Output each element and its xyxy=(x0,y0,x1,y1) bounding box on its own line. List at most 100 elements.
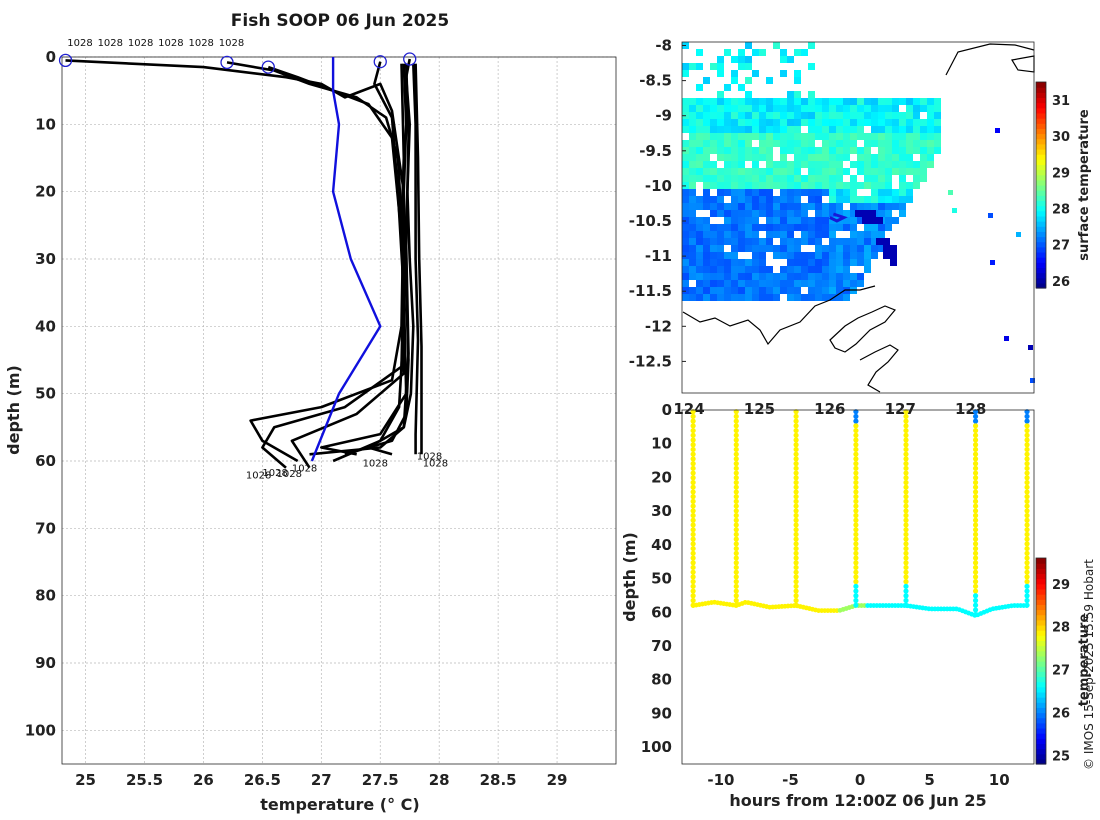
map-sst-cell-1233 xyxy=(766,273,773,280)
map-sst-cell-932 xyxy=(731,217,738,224)
map-sst-cell-448 xyxy=(710,126,717,133)
map-sst-cell-483 xyxy=(696,133,703,140)
map-sst-cell-938 xyxy=(773,217,780,224)
map-sst-cell-1151 xyxy=(710,259,717,266)
section-cast-6-dot-243 xyxy=(1024,489,1030,495)
map-sst-cell-397 xyxy=(871,112,878,119)
map-sst-cell-1046 xyxy=(752,238,759,245)
map-coastline-4 xyxy=(1011,55,1035,73)
profile-chart: 25 25.5 26 26.5 27 27.5 28 28.5 29 0 10 20 30 40 50 60 7… xyxy=(4,11,617,814)
section-cast-0-dot-537 xyxy=(690,588,696,594)
map-sst-cell-1166 xyxy=(815,259,822,266)
section-cast-4-dot-425 xyxy=(903,550,909,556)
map-sst-cell-662 xyxy=(913,161,920,168)
map-sst-cell-572 xyxy=(801,147,808,154)
section-cast-3-dot-145 xyxy=(853,456,859,462)
map-sst-cell-1339 xyxy=(731,294,738,301)
map-sst-cell-382 xyxy=(766,112,773,119)
map-sst-cell-667 xyxy=(689,168,696,175)
map-sst-cell-1111 xyxy=(689,252,696,259)
map-sst-cell-928 xyxy=(703,217,710,224)
section-cast-5-dot-537 xyxy=(972,588,979,594)
section-colorbar-seg-22 xyxy=(1036,645,1046,652)
map-sst-cell-689 xyxy=(843,168,850,175)
section-colorbar-seg-13 xyxy=(1036,691,1046,698)
map-sst-cell-1227 xyxy=(724,273,731,280)
section-cast-5-dot-299 xyxy=(972,508,979,514)
map-sst-cell-558 xyxy=(703,147,710,154)
map-sst-cell-1149 xyxy=(696,259,703,266)
map-sst-cell-691 xyxy=(857,168,864,175)
map-sst-cell-540 xyxy=(836,140,843,147)
section-cast-3-dot-229 xyxy=(853,484,859,490)
map-colorbar-seg-20 xyxy=(1036,179,1046,186)
map-sst-cell-1061 xyxy=(857,238,864,245)
section-cast-1-dot-397 xyxy=(733,541,739,547)
map-sst-cell-712 xyxy=(745,175,752,182)
section-cast-2-dot-313 xyxy=(793,512,799,519)
map-sst-cell-1205 xyxy=(829,266,836,273)
map-cold-cell-5 xyxy=(876,217,883,224)
section-cast-5-dot-229 xyxy=(972,484,979,490)
map-colorbar-tick-0: 26 xyxy=(1052,275,1070,290)
map-colorbar-seg-32 xyxy=(1036,118,1046,124)
section-cast-4-dot-159 xyxy=(903,461,909,467)
section-cast-0-dot-523 xyxy=(690,583,696,589)
profile-y-tick-7: 70 xyxy=(35,519,56,537)
map-sst-cell-317 xyxy=(829,98,836,105)
section-cast-2-dot-383 xyxy=(793,536,799,542)
map-sst-cell-376 xyxy=(724,112,731,119)
map-sst-cell-304 xyxy=(738,98,745,105)
map-sst-cell-1013 xyxy=(780,231,787,238)
map-sst-cell-1001 xyxy=(696,231,703,238)
map-sst-cell-1086 xyxy=(773,245,780,252)
map-sst-cell-1239 xyxy=(808,273,815,280)
map-sst-cell-1131 xyxy=(829,252,836,259)
map-sst-cell-935 xyxy=(752,217,759,224)
map-sst-cell-1133 xyxy=(843,252,850,259)
map-sst-cell-807 xyxy=(892,189,899,196)
map-sst-cell-651 xyxy=(836,161,843,168)
map-sst-cell-1310 xyxy=(787,287,794,294)
map-sst-cell-508 xyxy=(871,133,878,140)
section-colorbar-seg-31 xyxy=(1036,599,1046,605)
map-sst-cell-361 xyxy=(878,105,885,112)
map-sst-cell-752 xyxy=(766,182,773,189)
map-sst-cell-311 xyxy=(787,98,794,105)
map-sst-cell-842 xyxy=(878,196,885,203)
section-cast-5-dot-33 xyxy=(972,418,979,424)
map-sst-cell-392 xyxy=(836,112,843,119)
profile-bottom-label-3: 1028 xyxy=(292,464,317,475)
map-sst-cell-444 xyxy=(682,126,689,133)
section-cast-6-dot-411 xyxy=(1024,545,1030,552)
section-cast-1-dot-369 xyxy=(733,531,739,538)
map-sst-cell-435 xyxy=(878,119,885,126)
map-sst-cell-610 xyxy=(808,154,815,161)
section-cast-1-dot-495 xyxy=(733,574,739,580)
section-cast-3-dot-397 xyxy=(853,541,859,547)
map-sst-cell-440 xyxy=(913,119,920,126)
section-cast-6-dot-509 xyxy=(1024,579,1030,585)
map-sst-cell-504 xyxy=(843,133,850,140)
map-sst-cell-541 xyxy=(843,140,850,147)
map-sst-cell-524 xyxy=(724,140,731,147)
map-sst-cell-1342 xyxy=(752,294,759,301)
section-colorbar-seg-34 xyxy=(1036,583,1046,590)
map-sst-cell-339 xyxy=(724,105,731,112)
map-sst-cell-512 xyxy=(899,133,906,140)
map-sst-cell-89 xyxy=(787,56,794,63)
map-sst-cell-115 xyxy=(710,63,717,70)
map-sst-cell-1112 xyxy=(696,252,703,259)
section-x-tick-3: 5 xyxy=(924,771,934,789)
map-sst-cell-479 xyxy=(927,126,934,133)
map-sst-cell-1351 xyxy=(815,294,822,301)
map-colorbar-seg-11 xyxy=(1036,226,1046,232)
map-sst-cell-112 xyxy=(689,63,696,70)
map-sst-cell-650 xyxy=(829,161,836,168)
map-colorbar-frame xyxy=(1035,81,1047,289)
profile-mean-line xyxy=(310,57,382,462)
map-sst-cell-369 xyxy=(934,105,941,112)
section-cast-6-dot-453 xyxy=(1024,560,1030,566)
map-sst-cell-1260 xyxy=(696,280,703,287)
section-cast-4-dot-47 xyxy=(903,423,909,429)
